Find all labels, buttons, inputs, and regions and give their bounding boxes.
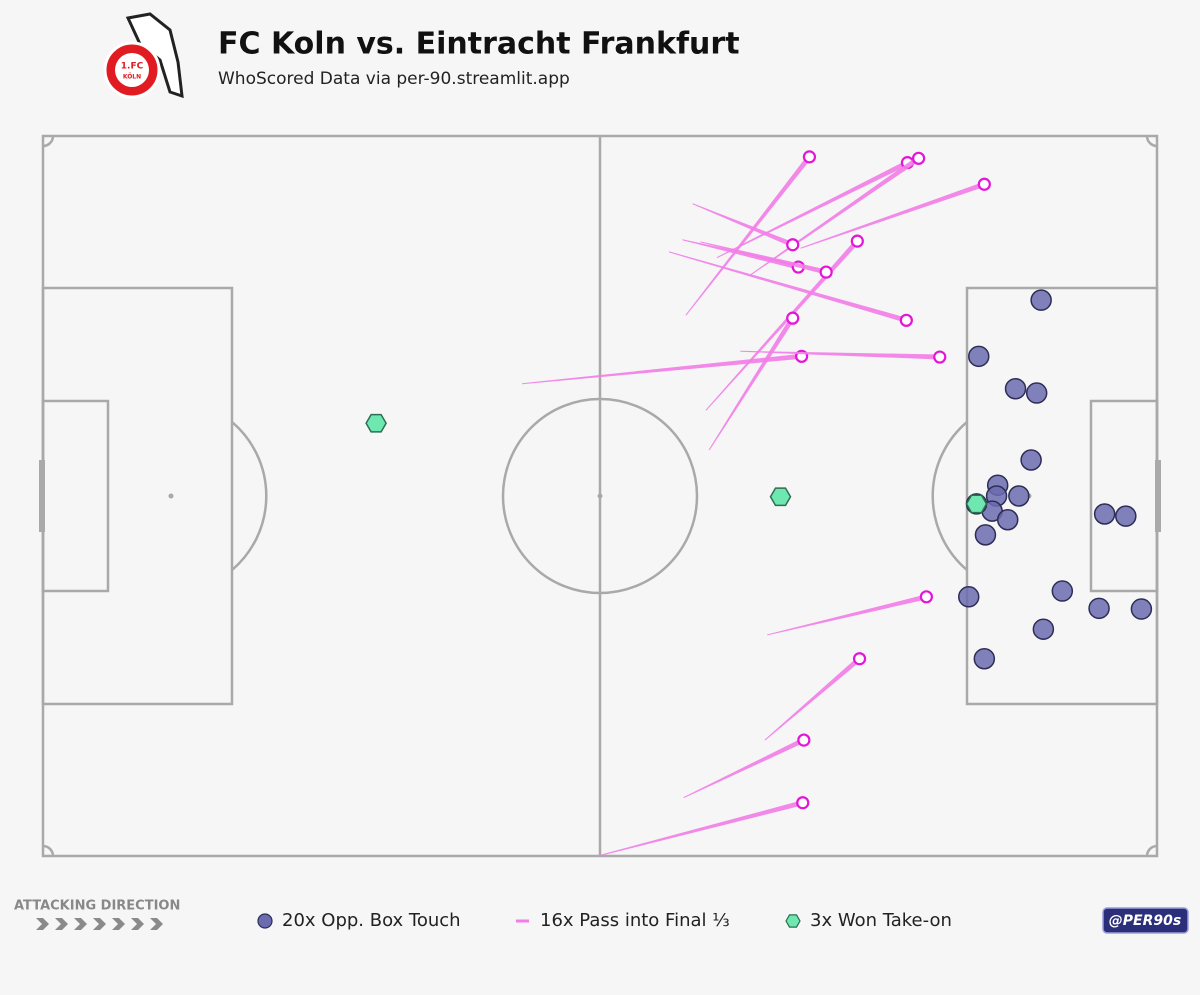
pass-end: [852, 652, 867, 666]
pass-end: [933, 350, 947, 364]
legend-swatch: [257, 913, 273, 929]
pass-line: [764, 656, 862, 741]
pass-end: [802, 150, 817, 164]
center-spot: [597, 493, 603, 499]
pass-line: [522, 353, 802, 385]
pass-end: [850, 234, 864, 248]
box-touch: [957, 586, 980, 608]
legend-label: 20x Opp. Box Touch: [282, 910, 461, 931]
center-circle: [501, 397, 699, 595]
box-touch: [1130, 598, 1153, 620]
pass-line: [708, 316, 795, 451]
pass-line: [668, 251, 907, 323]
badge-top: 1.FC: [121, 62, 144, 72]
pass-end: [919, 590, 934, 604]
box-touch: [974, 524, 997, 546]
take-on: [769, 487, 792, 507]
box-touch: [1051, 580, 1074, 602]
pass-line: [740, 350, 940, 360]
direction-label: ATTACKING DIRECTION: [14, 899, 180, 914]
pass-line: [685, 155, 812, 316]
pass-line: [705, 239, 860, 411]
box-touch: [1020, 449, 1042, 471]
pass-line: [800, 181, 986, 249]
pass-line: [767, 594, 927, 636]
six-yard-box: [1089, 399, 1159, 593]
corner-arc: [42, 135, 55, 148]
pitch: [39, 134, 1161, 858]
pass-end: [797, 733, 811, 747]
pass-line: [597, 800, 804, 857]
corner-arc: [1145, 135, 1158, 148]
chart-subtitle: WhoScored Data via per-90.streamlit.app: [218, 69, 570, 89]
marks: [365, 150, 1153, 857]
pass-end: [977, 177, 991, 191]
box-touch: [968, 345, 990, 368]
pass-line: [692, 203, 794, 247]
pass-line: [700, 241, 827, 275]
box-touch: [996, 509, 1019, 531]
take-on: [365, 413, 387, 433]
pass-line: [682, 239, 799, 270]
box-touch: [1032, 618, 1055, 640]
box-touch: [1008, 485, 1030, 507]
corner-arc: [42, 844, 55, 857]
pass-line: [683, 737, 805, 799]
pass-end: [819, 265, 833, 279]
badge-bottom: KÖLN: [123, 74, 141, 81]
corner-arc: [1145, 844, 1158, 857]
pass-end: [786, 311, 800, 325]
pass-end: [786, 238, 800, 252]
legend-label: 16x Pass into Final ⅓: [540, 910, 730, 931]
credit-badge: [1102, 907, 1189, 934]
box-touch: [1115, 505, 1137, 527]
penalty-arc: [231, 421, 268, 571]
direction-arrows: [36, 918, 163, 930]
legend-label: 3x Won Take-on: [810, 910, 952, 931]
penalty-box: [41, 286, 234, 706]
pass-end: [796, 796, 810, 810]
box-touch: [1088, 597, 1110, 620]
chart-title: FC Koln vs. Eintracht Frankfurt: [218, 27, 740, 62]
credit: @PER90s: [1109, 913, 1181, 929]
box-touch: [1025, 382, 1048, 404]
pass-end: [912, 151, 926, 165]
six-yard-box: [41, 399, 110, 593]
box-touch: [973, 647, 996, 670]
box-touch: [1030, 289, 1052, 311]
take-on: [965, 494, 988, 514]
pass-end: [899, 313, 913, 327]
legend-swatch: [785, 914, 801, 928]
club-badge: 1.FC KÖLN: [103, 12, 184, 99]
box-touch: [1004, 377, 1027, 400]
penalty-spot: [168, 493, 174, 499]
badge-center: [115, 53, 149, 87]
legend: 20x Opp. Box Touch 16x Pass into Final ⅓ 3…: [257, 910, 952, 931]
penalty-arc: [931, 421, 968, 571]
box-touch: [1093, 503, 1116, 525]
